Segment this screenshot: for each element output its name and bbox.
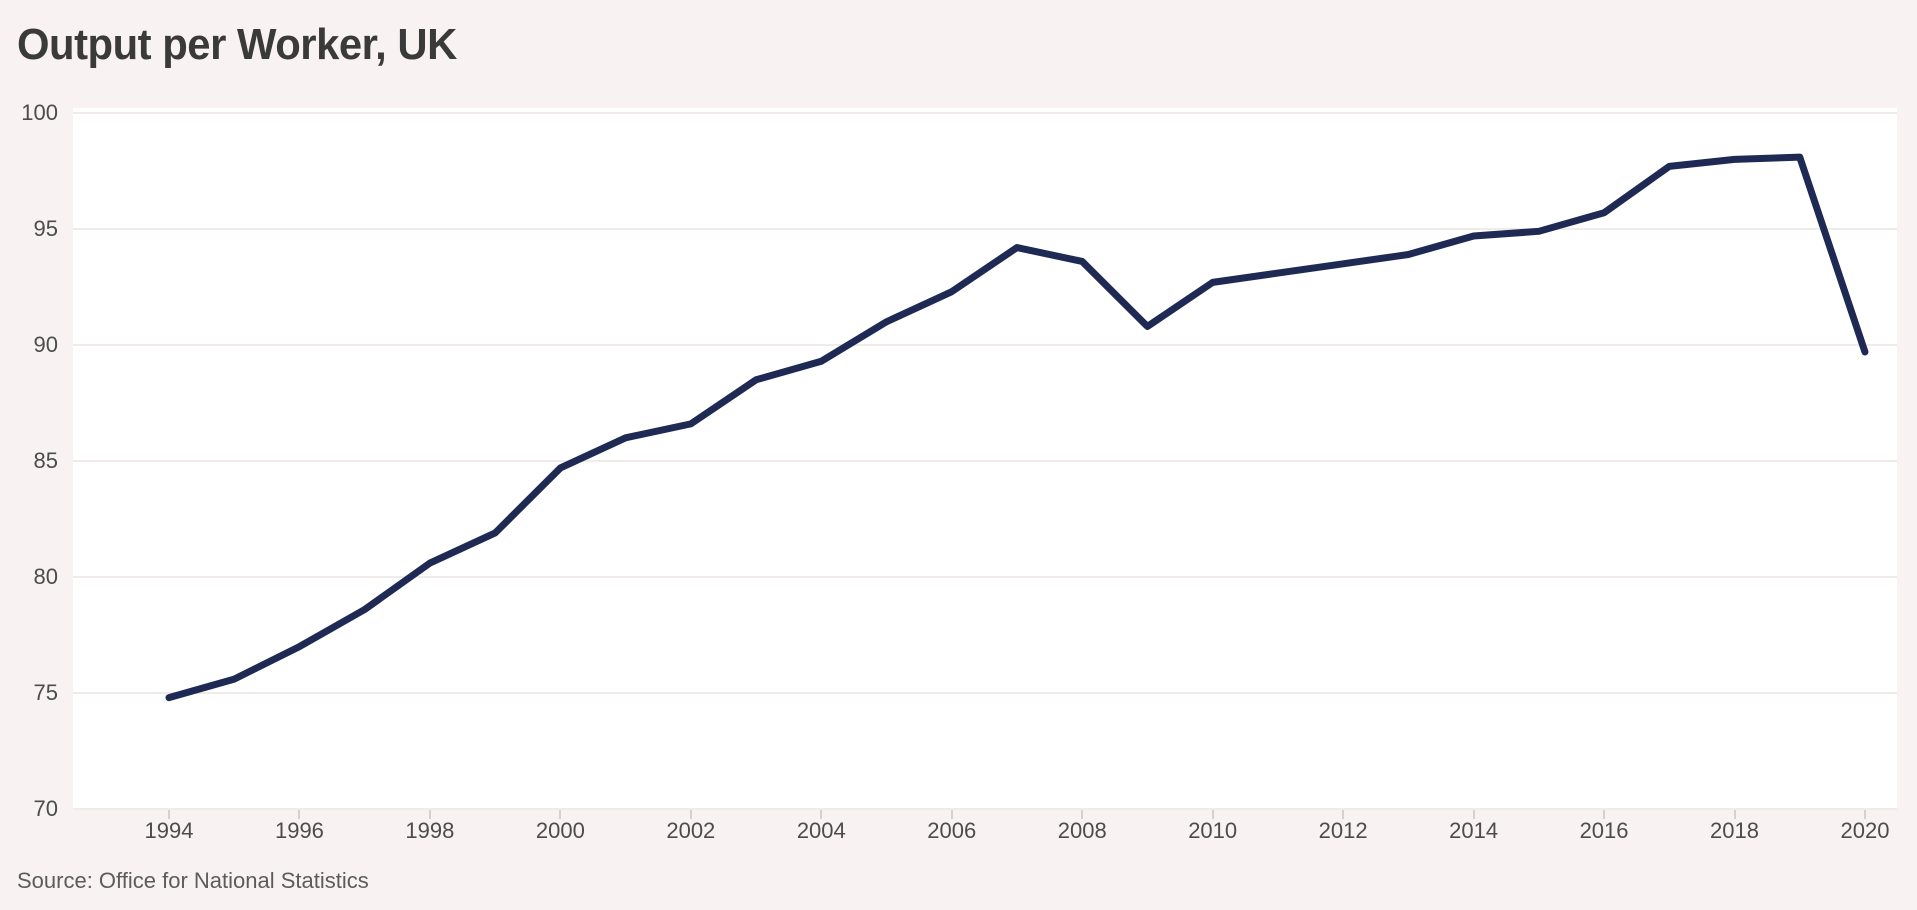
x-tick-mark bbox=[168, 810, 170, 819]
chart-title: Output per Worker, UK bbox=[17, 20, 457, 69]
x-tick-label: 2016 bbox=[1579, 818, 1629, 843]
x-tick-label: 2006 bbox=[927, 818, 977, 843]
x-tick-mark bbox=[1342, 810, 1345, 819]
source-caption: Source: Office for National Statistics bbox=[17, 868, 369, 893]
x-tick-mark bbox=[1081, 810, 1084, 819]
x-tick-mark bbox=[689, 810, 692, 819]
x-tick-label: 1996 bbox=[274, 818, 324, 843]
x-tick-label: 2018 bbox=[1710, 818, 1759, 843]
y-tick-label: 75 bbox=[33, 680, 58, 705]
x-tick-label: 1998 bbox=[405, 818, 455, 843]
x-tick-mark bbox=[1603, 810, 1606, 819]
x-tick-label: 2014 bbox=[1449, 818, 1499, 843]
x-tick-label: 2000 bbox=[535, 818, 585, 843]
line-chart-svg bbox=[73, 112, 1897, 810]
y-tick-label: 85 bbox=[33, 448, 58, 473]
x-tick-mark bbox=[298, 810, 301, 819]
x-tick-label: 2004 bbox=[796, 818, 846, 843]
x-tick-label: 2010 bbox=[1188, 818, 1238, 843]
y-tick-label: 95 bbox=[33, 216, 58, 241]
x-tick-label: 2002 bbox=[666, 818, 716, 843]
x-tick-mark bbox=[1863, 810, 1866, 819]
x-tick-mark bbox=[1733, 810, 1736, 819]
y-tick-label: 100 bbox=[21, 100, 58, 125]
x-tick-label: 1994 bbox=[144, 818, 194, 843]
x-tick-label: 2012 bbox=[1318, 818, 1368, 843]
x-tick-mark bbox=[428, 810, 431, 819]
x-tick-mark bbox=[820, 810, 823, 819]
x-tick-label: 2008 bbox=[1057, 818, 1107, 843]
plot-area bbox=[73, 108, 1897, 810]
y-tick-label: 70 bbox=[33, 796, 58, 821]
x-tick-mark bbox=[1472, 810, 1475, 819]
x-tick-mark bbox=[1211, 810, 1214, 819]
y-tick-label: 90 bbox=[33, 332, 58, 357]
output-per-worker-line bbox=[165, 153, 1869, 702]
x-tick-mark bbox=[950, 810, 953, 819]
x-tick-mark bbox=[559, 810, 562, 819]
x-tick-label: 2020 bbox=[1840, 818, 1890, 843]
y-tick-label: 80 bbox=[33, 564, 58, 589]
